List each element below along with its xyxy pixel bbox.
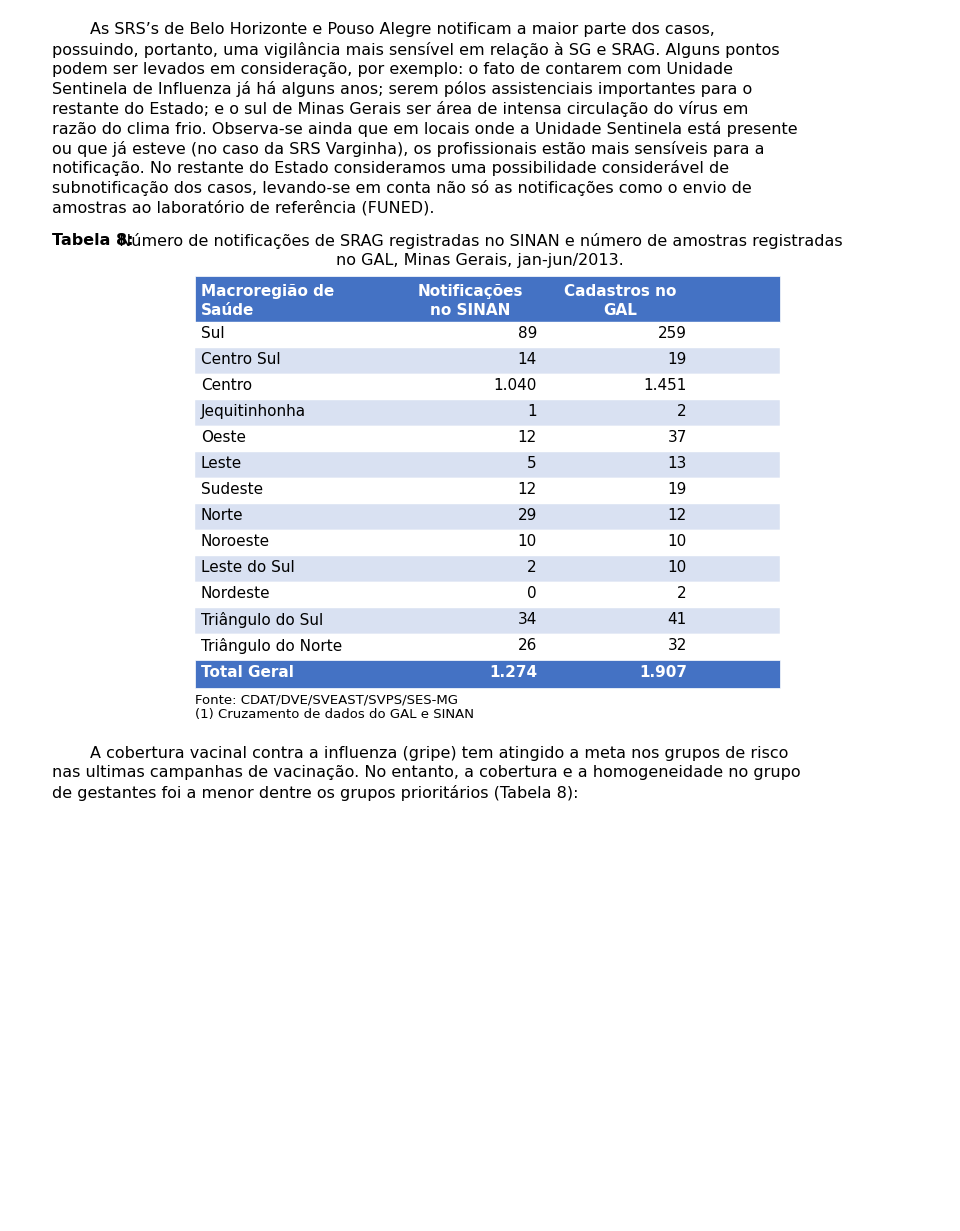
Text: A cobertura vacinal contra a influenza (gripe) tem atingido a meta nos grupos de: A cobertura vacinal contra a influenza (… <box>90 746 788 761</box>
Bar <box>195 634 780 660</box>
Text: 29: 29 <box>517 508 537 523</box>
Bar <box>195 660 780 688</box>
Text: no GAL, Minas Gerais, jan-jun/2013.: no GAL, Minas Gerais, jan-jun/2013. <box>336 252 624 267</box>
Text: 26: 26 <box>517 639 537 654</box>
Text: 1.274: 1.274 <box>489 665 537 681</box>
Text: 12: 12 <box>517 483 537 497</box>
Text: subnotificação dos casos, levando-se em conta não só as notificações como o envi: subnotificação dos casos, levando-se em … <box>52 180 752 196</box>
Text: podem ser levados em consideração, por exemplo: o fato de contarem com Unidade: podem ser levados em consideração, por e… <box>52 62 733 76</box>
Bar <box>195 452 780 479</box>
Text: 5: 5 <box>527 457 537 471</box>
Text: 37: 37 <box>667 431 687 446</box>
Text: 19: 19 <box>667 352 687 367</box>
Text: Macroregião de
Saúde: Macroregião de Saúde <box>201 284 334 318</box>
Text: Centro Sul: Centro Sul <box>201 352 280 367</box>
Text: Triângulo do Norte: Triângulo do Norte <box>201 639 343 655</box>
Text: 12: 12 <box>517 431 537 446</box>
Bar <box>195 608 780 634</box>
Text: 12: 12 <box>668 508 687 523</box>
Text: 41: 41 <box>668 612 687 628</box>
Text: Cadastros no
GAL: Cadastros no GAL <box>564 284 676 318</box>
Text: Tabela 8:: Tabela 8: <box>52 233 133 247</box>
Text: Notificações
no SINAN: Notificações no SINAN <box>418 284 523 318</box>
Text: 2: 2 <box>678 586 687 601</box>
Text: 14: 14 <box>517 352 537 367</box>
Text: possuindo, portanto, uma vigilância mais sensível em relação à SG e SRAG. Alguns: possuindo, portanto, uma vigilância mais… <box>52 42 780 58</box>
Text: 1.907: 1.907 <box>639 665 687 681</box>
Text: Total Geral: Total Geral <box>201 665 294 681</box>
Text: 1.451: 1.451 <box>643 378 687 393</box>
Text: 10: 10 <box>668 560 687 575</box>
Text: Número de notificações de SRAG registradas no SINAN e número de amostras registr: Número de notificações de SRAG registrad… <box>114 233 843 249</box>
Text: 89: 89 <box>517 326 537 341</box>
Bar <box>195 479 780 505</box>
Text: 2: 2 <box>678 404 687 420</box>
Bar <box>195 505 780 531</box>
Bar <box>195 556 780 582</box>
Bar <box>195 374 780 400</box>
Text: Norte: Norte <box>201 508 244 523</box>
Text: Centro: Centro <box>201 378 252 393</box>
Text: Jequitinhonha: Jequitinhonha <box>201 404 306 420</box>
Text: nas ultimas campanhas de vacinação. No entanto, a cobertura e a homogeneidade no: nas ultimas campanhas de vacinação. No e… <box>52 766 801 780</box>
Text: Nordeste: Nordeste <box>201 586 271 601</box>
Text: ou que já esteve (no caso da SRS Varginha), os profissionais estão mais sensívei: ou que já esteve (no caso da SRS Varginh… <box>52 140 764 156</box>
Text: notificação. No restante do Estado consideramos uma possibilidade considerável d: notificação. No restante do Estado consi… <box>52 160 730 176</box>
Text: restante do Estado; e o sul de Minas Gerais ser área de intensa circulação do ví: restante do Estado; e o sul de Minas Ger… <box>52 101 749 117</box>
Text: Triângulo do Sul: Triângulo do Sul <box>201 612 324 628</box>
Text: Sentinela de Influenza já há alguns anos; serem pólos assistenciais importantes : Sentinela de Influenza já há alguns anos… <box>52 81 753 97</box>
Text: 10: 10 <box>517 534 537 549</box>
Text: 1: 1 <box>527 404 537 420</box>
Text: Oeste: Oeste <box>201 431 246 446</box>
Text: Sudeste: Sudeste <box>201 483 263 497</box>
Text: amostras ao laboratório de referência (FUNED).: amostras ao laboratório de referência (F… <box>52 199 435 215</box>
Bar <box>195 531 780 556</box>
Text: Leste: Leste <box>201 457 242 471</box>
Bar <box>195 426 780 452</box>
Text: As SRS’s de Belo Horizonte e Pouso Alegre notificam a maior parte dos casos,: As SRS’s de Belo Horizonte e Pouso Alegr… <box>90 22 715 37</box>
Text: 32: 32 <box>667 639 687 654</box>
Bar <box>195 348 780 374</box>
Text: Fonte: CDAT/DVE/SVEAST/SVPS/SES-MG: Fonte: CDAT/DVE/SVEAST/SVPS/SES-MG <box>195 693 458 707</box>
Text: razão do clima frio. Observa-se ainda que em locais onde a Unidade Sentinela est: razão do clima frio. Observa-se ainda qu… <box>52 121 798 137</box>
Text: (1) Cruzamento de dados do GAL e SINAN: (1) Cruzamento de dados do GAL e SINAN <box>195 709 474 721</box>
Text: Leste do Sul: Leste do Sul <box>201 560 295 575</box>
Bar <box>195 582 780 608</box>
Text: de gestantes foi a menor dentre os grupos prioritários (Tabela 8):: de gestantes foi a menor dentre os grupo… <box>52 785 579 801</box>
Text: 259: 259 <box>658 326 687 341</box>
Text: 0: 0 <box>527 586 537 601</box>
Text: 34: 34 <box>517 612 537 628</box>
Text: 2: 2 <box>527 560 537 575</box>
Text: 19: 19 <box>667 483 687 497</box>
Bar <box>195 276 780 323</box>
Text: Noroeste: Noroeste <box>201 534 270 549</box>
Bar <box>195 400 780 426</box>
Bar <box>195 323 780 348</box>
Text: 1.040: 1.040 <box>493 378 537 393</box>
Text: 13: 13 <box>667 457 687 471</box>
Text: Sul: Sul <box>201 326 225 341</box>
Text: 10: 10 <box>668 534 687 549</box>
